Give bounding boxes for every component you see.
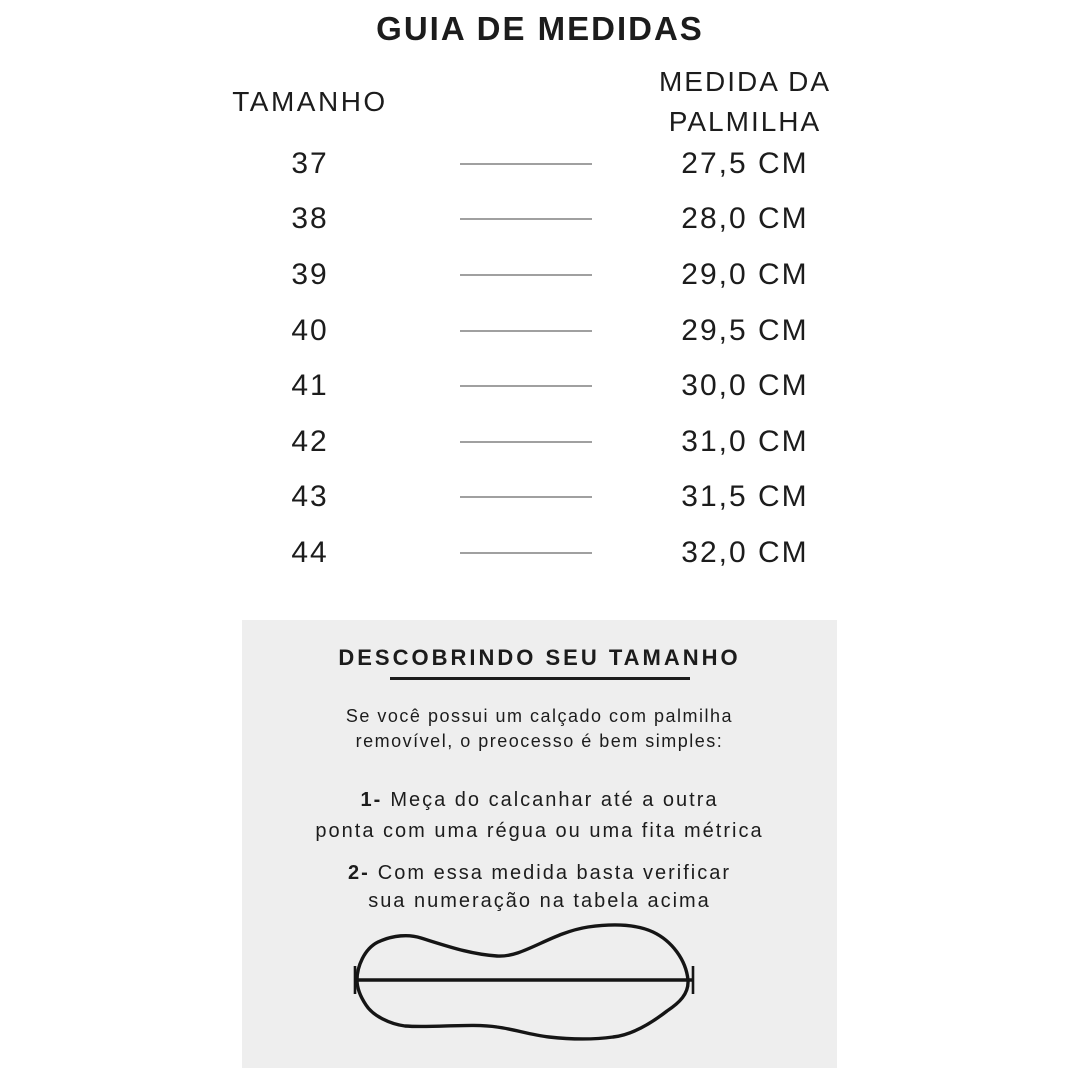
size-value: 38 bbox=[291, 202, 329, 236]
discovering-size-panel: DESCOBRINDO SEU TAMANHO Se você possui u… bbox=[242, 620, 837, 1068]
size-value: 43 bbox=[291, 480, 329, 514]
column-header-measure-line1: MEDIDA DA bbox=[658, 66, 832, 97]
size-value: 44 bbox=[291, 535, 329, 569]
panel-title-underline bbox=[389, 677, 690, 680]
page-title: GUIA DE MEDIDAS bbox=[376, 10, 704, 47]
intro-text: Se você possui um calçado com palmilha r… bbox=[242, 704, 837, 754]
table-row: 38 28,0 CM bbox=[0, 192, 1080, 248]
intro-line2: removível, o preocesso é bem simples: bbox=[355, 731, 724, 751]
row-divider-line bbox=[460, 162, 592, 165]
step-2-line1-text: Com essa medida basta verificar bbox=[377, 862, 732, 884]
size-table: 37 27,5 CM 38 28,0 CM 39 29,0 CM 40 29,5… bbox=[0, 136, 1080, 581]
size-value: 42 bbox=[291, 424, 329, 458]
size-value: 41 bbox=[291, 369, 329, 403]
step-1-text: 1- Meça do calcanhar até a outra ponta co… bbox=[242, 785, 837, 847]
intro-line1: Se você possui um calçado com palmilha bbox=[345, 706, 734, 726]
measure-value: 30,0 CM bbox=[681, 369, 809, 403]
insole-outline bbox=[355, 923, 690, 1041]
table-row: 41 30,0 CM bbox=[0, 358, 1080, 414]
row-divider-line bbox=[460, 385, 592, 388]
row-divider-line bbox=[460, 218, 592, 221]
step-2-line2: sua numeração na tabela acima bbox=[368, 890, 711, 912]
insole-measurement-diagram bbox=[353, 923, 695, 1041]
row-divider-line bbox=[460, 496, 592, 499]
step-1-number: 1- bbox=[360, 789, 383, 811]
table-row: 40 29,5 CM bbox=[0, 303, 1080, 359]
size-value: 37 bbox=[291, 146, 329, 180]
measure-value: 27,5 CM bbox=[681, 146, 809, 180]
column-header-size: TAMANHO bbox=[232, 86, 388, 117]
step-2-line1: 2- Com essa medida basta verificar bbox=[242, 859, 837, 887]
measure-value: 28,0 CM bbox=[681, 202, 809, 236]
table-row: 37 27,5 CM bbox=[0, 136, 1080, 192]
step-2-number: 2- bbox=[347, 862, 370, 884]
table-row: 43 31,5 CM bbox=[0, 470, 1080, 526]
measure-value: 29,0 CM bbox=[681, 257, 809, 291]
step-1-line2: ponta com uma régua ou uma fita métrica bbox=[315, 820, 764, 842]
panel-title: DESCOBRINDO SEU TAMANHO bbox=[338, 645, 741, 670]
table-row: 44 32,0 CM bbox=[0, 525, 1080, 581]
column-header-measure-line2: PALMILHA bbox=[668, 106, 822, 137]
measure-value: 31,0 CM bbox=[681, 424, 809, 458]
row-divider-line bbox=[460, 440, 592, 443]
size-value: 40 bbox=[291, 313, 329, 347]
step-2-text: 2- Com essa medida basta verificar sua nu… bbox=[242, 859, 837, 915]
table-row: 39 29,0 CM bbox=[0, 247, 1080, 303]
size-value: 39 bbox=[291, 257, 329, 291]
step-1-line1: 1- Meça do calcanhar até a outra bbox=[242, 785, 837, 816]
row-divider-line bbox=[460, 329, 592, 332]
row-divider-line bbox=[460, 273, 592, 276]
measure-value: 29,5 CM bbox=[681, 313, 809, 347]
measure-value: 32,0 CM bbox=[681, 535, 809, 569]
row-divider-line bbox=[460, 551, 592, 554]
table-row: 42 31,0 CM bbox=[0, 414, 1080, 470]
step-1-line1-text: Meça do calcanhar até a outra bbox=[390, 789, 719, 811]
measure-value: 31,5 CM bbox=[681, 480, 809, 514]
column-header-measure: MEDIDA DA PALMILHA bbox=[645, 62, 845, 142]
